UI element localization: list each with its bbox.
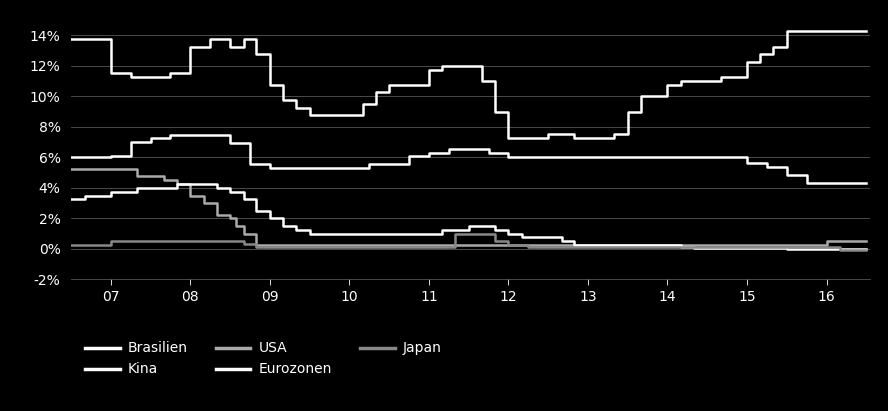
Legend: Brasilien, Kina, USA, Eurozonen, Japan: Brasilien, Kina, USA, Eurozonen, Japan: [78, 335, 448, 383]
